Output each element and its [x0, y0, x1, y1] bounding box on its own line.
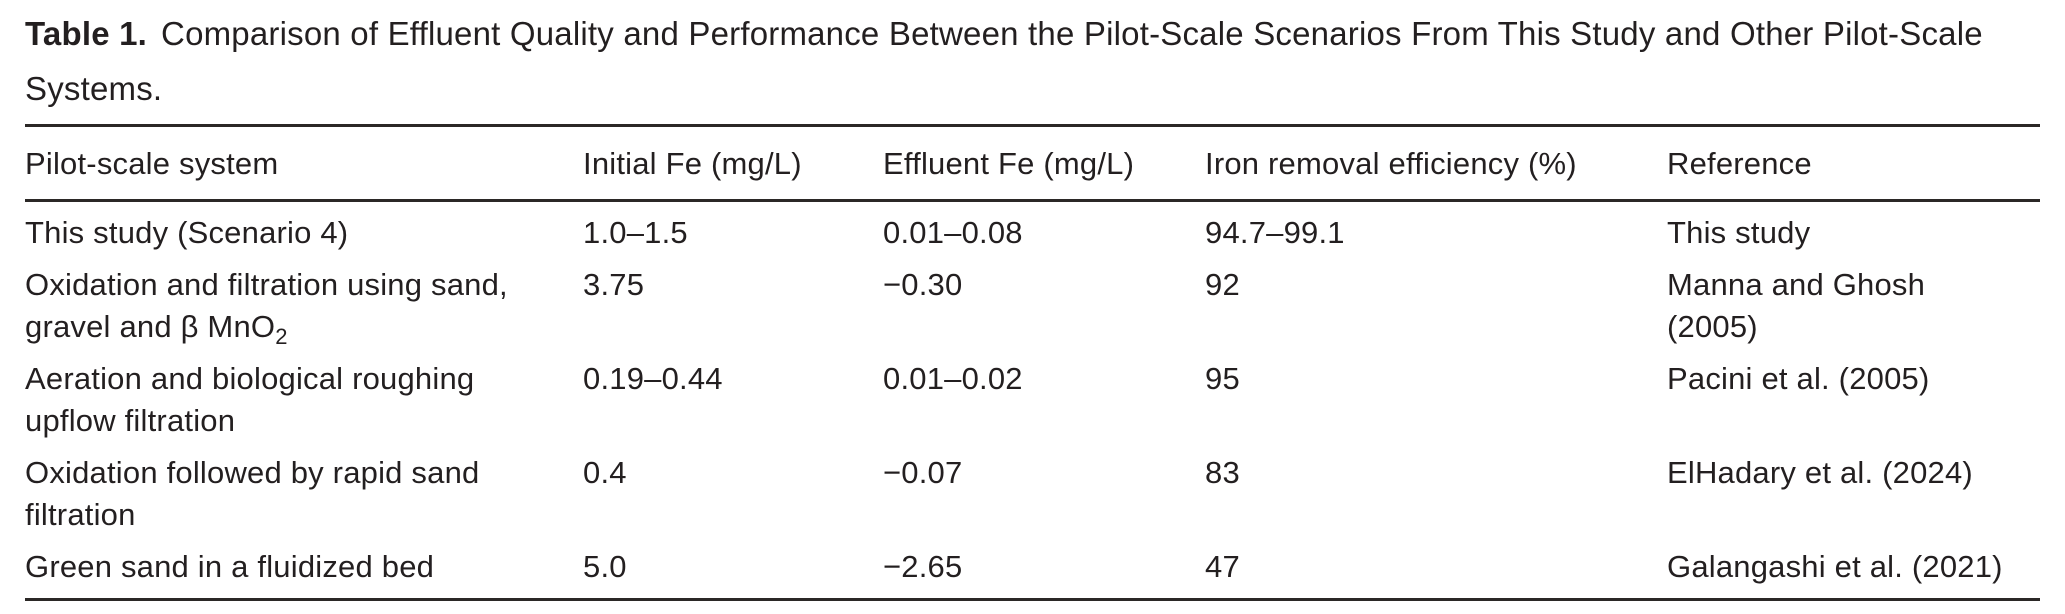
table-cell: 95 [1205, 361, 1240, 396]
table-row: Oxidation followed by rapid sand filtrat… [25, 442, 2040, 536]
table-cell: Green sand in a fluidized bed [25, 549, 435, 584]
table-cell: −0.30 [883, 267, 963, 302]
table-cell: This study [1667, 215, 1811, 250]
table-body: This study (Scenario 4) 1.0–1.5 0.01–0.08 9… [25, 201, 2040, 600]
table-cell: 92 [1205, 267, 1240, 302]
table-cell: 3.75 [583, 267, 645, 302]
table-row: This study (Scenario 4) 1.0–1.5 0.01–0.08 9… [25, 201, 2040, 255]
table-row: Green sand in a fluidized bed 5.0 −2.65 47 G… [25, 536, 2040, 600]
table-cell: 0.19–0.44 [583, 361, 723, 396]
column-header: Reference [1667, 125, 2040, 202]
table-cell: 5.0 [583, 549, 627, 584]
header-row: Pilot-scale system Initial Fe (mg/L) Efflu… [25, 125, 2040, 202]
table-cell: This study (Scenario 4) [25, 215, 349, 250]
table-caption-label: Table 1. [25, 15, 148, 52]
table-row: Aeration and biological roughing upflow … [25, 348, 2040, 442]
table-caption: Table 1. Comparison of Effluent Quality a… [25, 6, 2040, 116]
table-caption-text: Comparison of Effluent Quality and Perfo… [25, 15, 1983, 107]
table-cell: 47 [1205, 549, 1240, 584]
table-cell: 83 [1205, 455, 1240, 490]
table-cell: 0.4 [583, 455, 627, 490]
table-cell: −2.65 [883, 549, 963, 584]
table-cell: 0.01–0.08 [883, 215, 1023, 250]
column-header: Initial Fe (mg/L) [583, 125, 883, 202]
table-cell: 94.7–99.1 [1205, 215, 1345, 250]
table-cell: Manna and Ghosh (2005) [1667, 267, 1926, 344]
table-cell: 1.0–1.5 [583, 215, 688, 250]
column-header: Pilot-scale system [25, 125, 583, 202]
table-cell: ElHadary et al. (2024) [1667, 455, 1973, 490]
column-header: Iron removal efficiency (%) [1205, 125, 1667, 202]
table-row: Oxidation and filtration using sand, gra… [25, 254, 2040, 348]
table-cell: Oxidation and filtration using sand, gra… [25, 267, 508, 349]
table-cell: 0.01–0.02 [883, 361, 1023, 396]
table-cell: Pacini et al. (2005) [1667, 361, 1930, 396]
table-cell: Galangashi et al. (2021) [1667, 549, 2003, 584]
column-header: Effluent Fe (mg/L) [883, 125, 1205, 202]
table-header: Pilot-scale system Initial Fe (mg/L) Efflu… [25, 125, 2040, 202]
table-cell: Oxidation followed by rapid sand filtrat… [25, 455, 480, 532]
comparison-table: Pilot-scale system Initial Fe (mg/L) Efflu… [25, 124, 2040, 601]
table-cell: Aeration and biological roughing upflow … [25, 361, 475, 438]
table-cell: −0.07 [883, 455, 963, 490]
